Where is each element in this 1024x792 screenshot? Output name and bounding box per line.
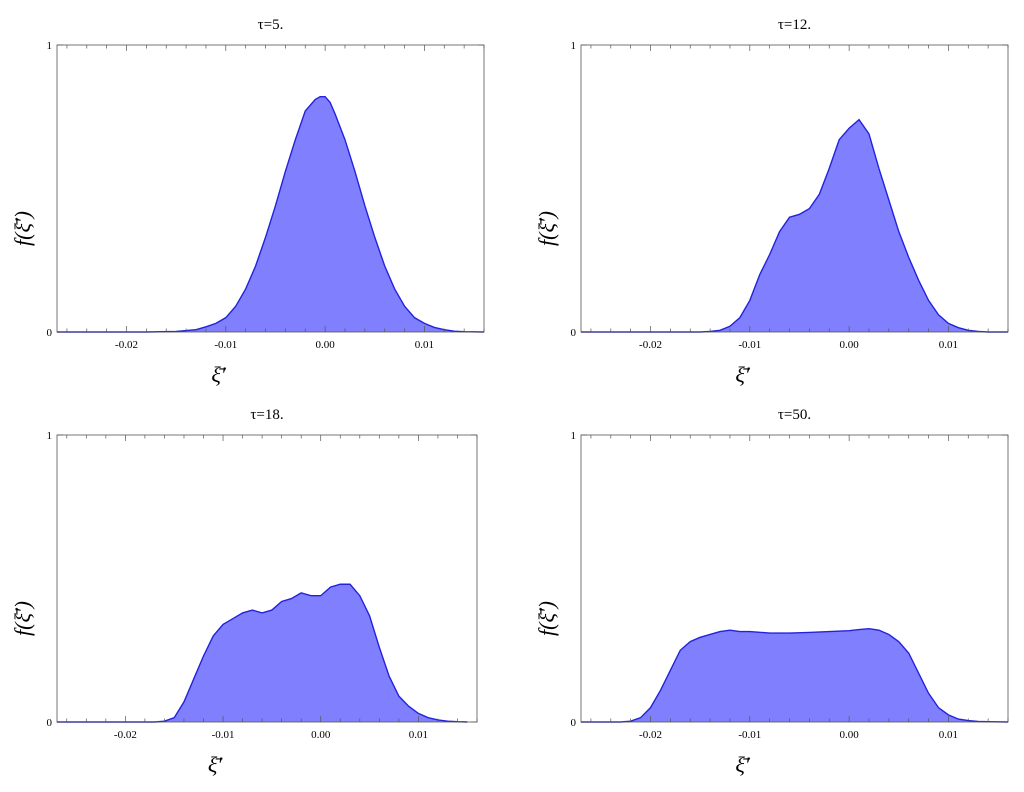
panel-title: τ=5. [258, 17, 284, 33]
density-curve [57, 583, 468, 723]
panel-title: τ=50. [778, 407, 811, 423]
x-axis-label: ξ̄′ [735, 362, 750, 387]
x-tick-label: -0.01 [214, 339, 237, 351]
density-curve [581, 628, 1009, 723]
x-tick-label: 0.00 [311, 729, 331, 741]
y-axis-label: f(ξ̄′) [534, 211, 559, 246]
x-tick-label: 0.00 [315, 339, 335, 351]
density-area [581, 119, 1008, 333]
y-tick-label: 0 [571, 717, 577, 729]
chart-panel-3: -0.02 -0.01 0.00 0.01 0 1 τ=18. ξ̄′ f(ξ̄′) [10, 407, 478, 777]
x-tick-label: 0.01 [409, 729, 428, 741]
density-curve [57, 95, 485, 333]
x-axis-label: ξ̄′ [735, 752, 750, 777]
x-tick-label: -0.01 [212, 729, 235, 741]
panel-title: τ=18. [250, 407, 283, 423]
plot-frame [580, 44, 1009, 333]
y-tick-label: 1 [47, 430, 53, 442]
panel-title: τ=12. [778, 17, 811, 33]
x-tick-label: -0.02 [639, 339, 662, 351]
x-tick-label: 0.00 [839, 339, 859, 351]
chart-panel-4: -0.02 -0.01 0.00 0.01 0 1 τ=50. ξ̄′ f(ξ̄′) [534, 407, 1009, 777]
x-tick-label: -0.01 [738, 729, 761, 741]
chart-panel-2: -0.02 -0.01 0.00 0.01 0 1 τ=12. ξ̄′ f(ξ̄′) [534, 17, 1009, 387]
y-axis-label: f(ξ̄′) [10, 601, 35, 636]
x-tick-label: -0.02 [639, 729, 662, 741]
x-tick-label: 0.01 [939, 339, 958, 351]
x-tick-label: -0.02 [114, 729, 137, 741]
plot-frame [56, 434, 478, 723]
density-curve [581, 118, 1008, 333]
plot-frame [580, 434, 1009, 723]
y-tick-label: 0 [571, 327, 577, 339]
x-tick-label: 0.01 [939, 729, 958, 741]
x-axis-label: ξ̄′ [208, 752, 223, 777]
x-tick-label: -0.02 [115, 339, 138, 351]
y-tick-label: 1 [47, 40, 53, 52]
x-tick-label: -0.01 [738, 339, 761, 351]
y-tick-label: 1 [571, 40, 577, 52]
plot-frame [56, 44, 485, 333]
chart-panel-1: -0.02 -0.01 0.00 0.01 0 1 τ=5. ξ̄′ f(ξ̄′) [10, 17, 485, 387]
x-tick-label: 0.00 [839, 729, 859, 741]
y-tick-label: 0 [47, 717, 53, 729]
y-tick-label: 1 [571, 430, 577, 442]
x-axis-label: ξ̄′ [211, 362, 226, 387]
y-axis-label: f(ξ̄′) [534, 601, 559, 636]
density-area [581, 628, 1008, 722]
density-area [57, 584, 468, 722]
x-tick-label: 0.01 [415, 339, 434, 351]
y-tick-label: 0 [47, 327, 53, 339]
density-area [57, 96, 484, 332]
y-axis-label: f(ξ̄′) [10, 211, 35, 246]
